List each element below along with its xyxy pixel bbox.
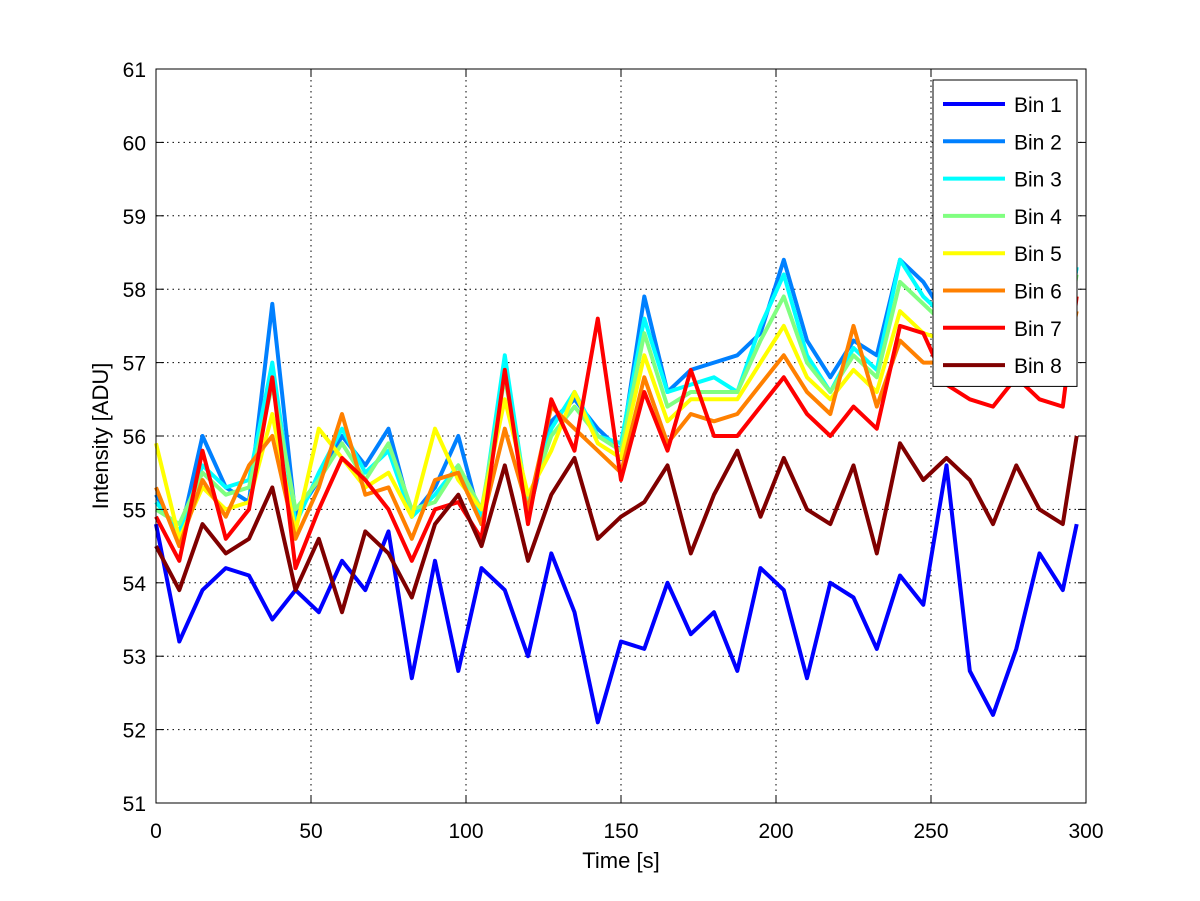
- x-tick-label: 250: [913, 820, 948, 843]
- y-tick-label: 59: [123, 206, 146, 229]
- legend-box: [932, 79, 1078, 387]
- x-tick-label: 0: [150, 820, 162, 843]
- legend-label-bin-5: Bin 5: [1014, 243, 1062, 266]
- legend-label-bin-7: Bin 7: [1014, 318, 1062, 341]
- series-line-bin-8: [154, 435, 1079, 615]
- series-layer: [154, 257, 1079, 725]
- legend-label-bin-6: Bin 6: [1014, 281, 1062, 304]
- x-tick-label: 150: [603, 820, 638, 843]
- y-axis-label: Intensity [ADU]: [88, 363, 113, 510]
- x-tick-label: 200: [758, 820, 793, 843]
- y-tick-label: 56: [123, 426, 146, 449]
- ticks-layer: 0 50 100 150 200 250 300 51 52 53 54 55 56 57 58 59 60 61: [123, 59, 1104, 843]
- legend-label-bin-4: Bin 4: [1014, 206, 1062, 229]
- legend-label-bin-2: Bin 2: [1014, 131, 1062, 154]
- y-tick-label: 57: [123, 353, 146, 376]
- y-tick-label: 55: [123, 499, 146, 522]
- x-tick-label: 300: [1068, 820, 1103, 843]
- y-tick-label: 54: [123, 573, 147, 596]
- y-tick-label: 58: [123, 279, 146, 302]
- x-axis-label: Time [s]: [582, 848, 659, 873]
- legend-label-bin-3: Bin 3: [1014, 169, 1062, 192]
- y-tick-label: 60: [123, 132, 146, 155]
- x-tick-label: 50: [299, 820, 322, 843]
- series-line-bin-5: [154, 296, 1079, 541]
- y-tick-label: 51: [123, 793, 146, 816]
- legend: Bin 1 Bin 2 Bin 3 Bin 4 Bin 5 Bin 6 Bin 7 Bin 8: [932, 79, 1078, 387]
- y-tick-label: 52: [123, 720, 146, 743]
- legend-label-bin-8: Bin 8: [1014, 355, 1062, 378]
- y-tick-label: 53: [123, 646, 146, 669]
- y-tick-label: 61: [123, 59, 146, 82]
- x-tick-label: 100: [448, 820, 483, 843]
- grid-layer: [156, 69, 1086, 803]
- series-line-bin-1: [154, 463, 1079, 725]
- legend-label-bin-1: Bin 1: [1014, 94, 1062, 117]
- series-line-bin-7: [154, 296, 1079, 571]
